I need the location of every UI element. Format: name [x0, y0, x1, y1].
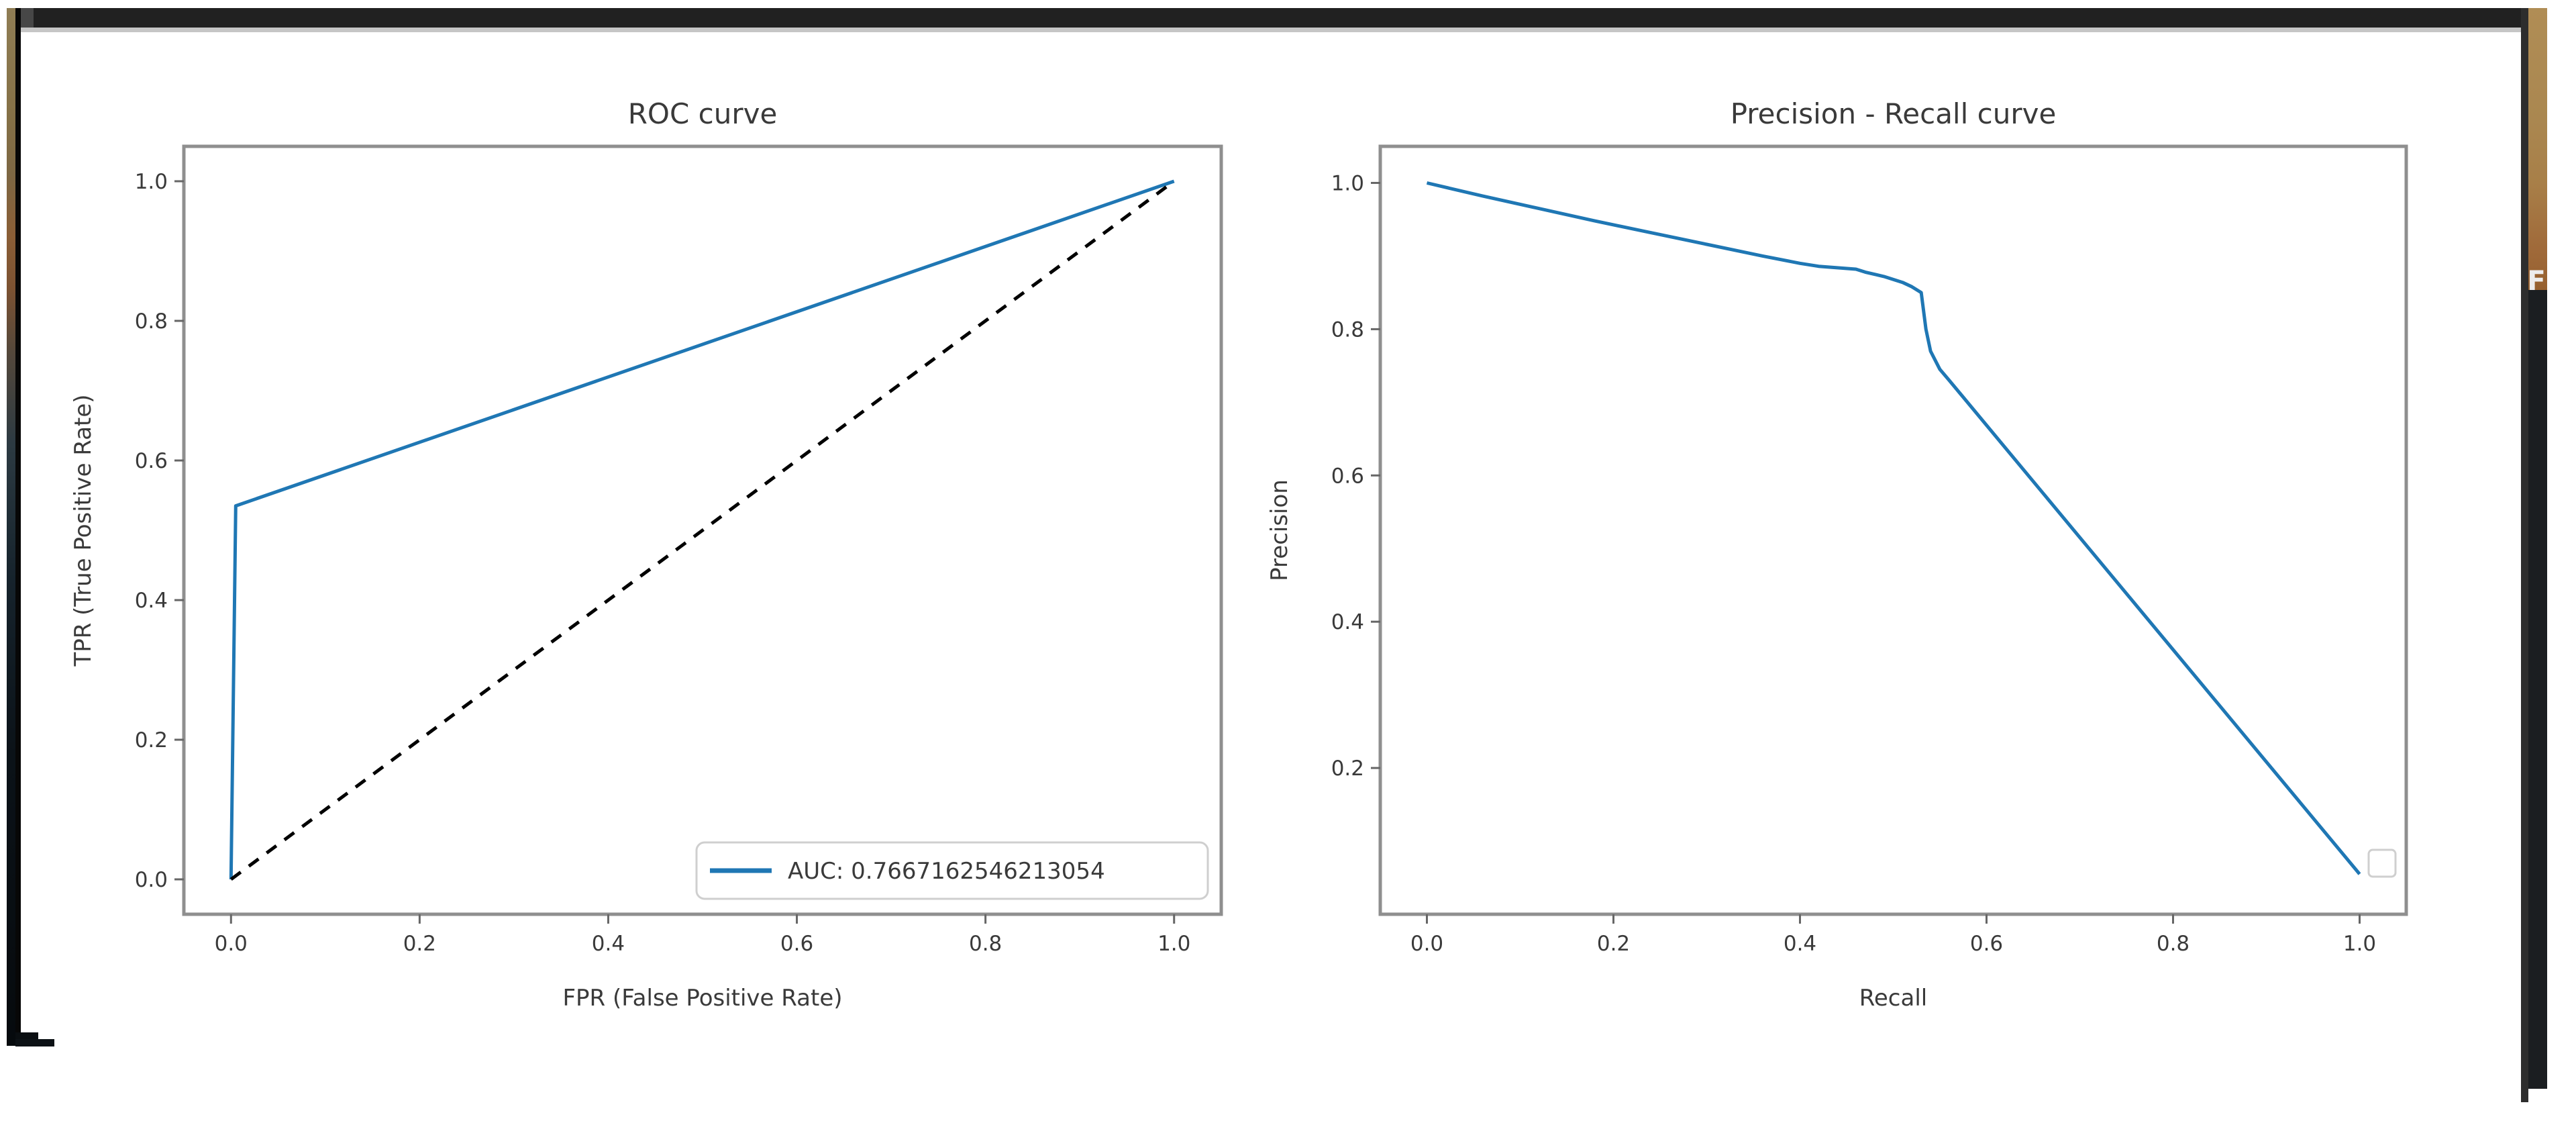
x-tick-label: 0.4 — [1784, 932, 1816, 956]
x-tick-label: 0.2 — [403, 932, 436, 956]
y-tick-label: 0.6 — [1331, 464, 1364, 488]
y-tick-label: 0.4 — [1331, 610, 1364, 634]
x-tick-label: 0.2 — [1597, 932, 1630, 956]
right-edge-border-line — [2521, 8, 2528, 1102]
y-tick-label: 0.8 — [1331, 318, 1364, 342]
y-tick-label: 0.2 — [135, 728, 168, 752]
y-tick-label: 0.2 — [1331, 757, 1364, 781]
x-tick-label: 1.0 — [2343, 932, 2376, 956]
right-edge-dark-strip — [2528, 290, 2547, 1089]
chart-title: Precision - Recall curve — [1731, 97, 2057, 130]
y-tick-label: 0.8 — [135, 309, 168, 334]
roc-curve — [229, 179, 1175, 880]
precision-recall-curve — [1426, 181, 2361, 875]
empty-legend-box — [2367, 848, 2397, 878]
legend-box — [695, 841, 1209, 900]
x-axis-label: Recall — [1859, 985, 1927, 1012]
left-edge-gradient-strip — [7, 8, 15, 1046]
window-top-bar-underline — [19, 28, 2528, 32]
x-tick-label: 0.8 — [2157, 932, 2189, 956]
x-tick-label: 0.6 — [1970, 932, 2003, 956]
axes-frame — [1378, 144, 2408, 916]
right-edge-wallpaper-strip — [2528, 8, 2547, 290]
window-top-bar-cap — [19, 8, 34, 28]
y-axis-label: Precision — [1266, 479, 1293, 581]
x-tick-label: 0.4 — [592, 932, 625, 956]
y-axis-label: TPR (True Positive Rate) — [70, 394, 97, 667]
left-edge-border-line — [15, 8, 21, 1032]
y-tick-label: 0.6 — [135, 449, 168, 473]
chance-diagonal-curve — [229, 179, 1176, 881]
left-edge-bottom-step — [15, 1039, 54, 1046]
legend-label: AUC: 0.7667162546213054 — [788, 858, 1105, 885]
y-tick-label: 1.0 — [135, 170, 168, 194]
right-edge-letter: F — [2527, 266, 2546, 297]
chart-title: ROC curve — [628, 97, 778, 130]
x-tick-label: 1.0 — [1157, 932, 1190, 956]
y-tick-label: 0.4 — [135, 589, 168, 613]
y-tick-label: 0.0 — [135, 868, 168, 892]
x-axis-label: FPR (False Positive Rate) — [562, 985, 842, 1012]
axes-frame — [182, 144, 1223, 916]
x-tick-label: 0.0 — [215, 932, 248, 956]
window-top-bar — [19, 8, 2522, 28]
left-edge-bottom-step — [15, 1032, 38, 1040]
x-tick-label: 0.8 — [969, 932, 1002, 956]
y-tick-label: 1.0 — [1331, 171, 1364, 195]
x-tick-label: 0.0 — [1410, 932, 1443, 956]
x-tick-label: 0.6 — [780, 932, 813, 956]
